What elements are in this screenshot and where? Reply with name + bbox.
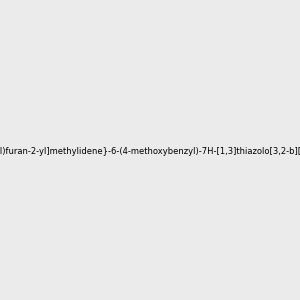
Text: (2Z)-2-{[5-(3-bromophenyl)furan-2-yl]methylidene}-6-(4-methoxybenzyl)-7H-[1,3]th: (2Z)-2-{[5-(3-bromophenyl)furan-2-yl]met… <box>0 147 300 156</box>
